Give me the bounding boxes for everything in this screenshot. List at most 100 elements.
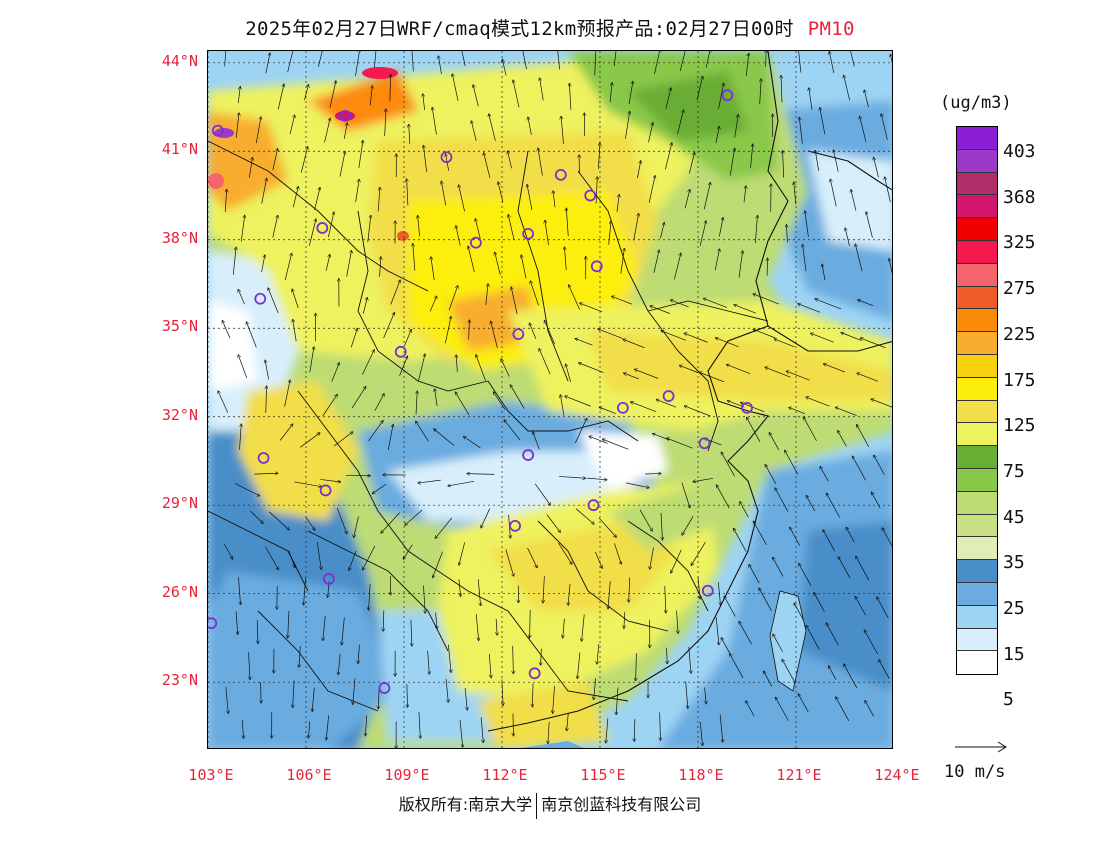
wind-arrow (249, 652, 250, 679)
wind-arrow (527, 184, 533, 211)
wind-arrow (362, 297, 367, 314)
wind-arrow (628, 81, 633, 105)
wind-arrow (293, 319, 297, 342)
wind-arrow (766, 51, 767, 67)
station-marker (721, 89, 734, 102)
colorbar-swatch (957, 309, 997, 333)
station-marker (211, 124, 224, 137)
wind-arrow (368, 420, 384, 442)
wind-arrow (871, 399, 892, 408)
wind-arrow (508, 151, 512, 169)
wind-arrow (838, 430, 847, 447)
wind-arrow (838, 557, 851, 579)
wind-arrow (316, 541, 321, 569)
colorbar-swatch (957, 582, 997, 606)
station-marker (528, 667, 541, 680)
station-marker (469, 236, 482, 249)
wind-arrow (606, 718, 609, 743)
wind-arrow (633, 213, 639, 241)
wind-arrow (857, 373, 878, 382)
colorbar-swatch (957, 127, 997, 150)
wind-arrow (855, 596, 866, 616)
lat-label: 26°N (161, 582, 198, 601)
wind-arrow (480, 717, 483, 742)
colorbar-swatch (957, 263, 997, 287)
wind-arrow (413, 243, 416, 271)
wind-arrow (749, 564, 760, 584)
wind-arrow (322, 394, 337, 417)
wind-arrow (650, 547, 654, 570)
wind-arrow (289, 115, 295, 135)
station-marker (378, 682, 391, 694)
wind-arrow (822, 264, 826, 281)
wind-arrow (362, 350, 374, 375)
colorbar-swatch (957, 377, 997, 401)
wind-arrow (798, 51, 802, 73)
wind-arrow (292, 186, 298, 208)
wind-arrow (272, 149, 278, 171)
wind-arrow (553, 685, 555, 714)
wind-arrow (705, 51, 710, 68)
wind-arrow (814, 592, 825, 612)
wind-arrow (292, 289, 299, 309)
wind-arrow (623, 373, 639, 380)
wind-arrow (538, 148, 543, 176)
wind-arrow (377, 187, 380, 212)
colorbar-swatch (957, 560, 997, 583)
wind-arrow (411, 51, 414, 72)
wind-arrow (458, 579, 461, 596)
wind-arrow (677, 610, 679, 633)
wind-arrow (740, 502, 749, 518)
wind-arrow (598, 329, 623, 339)
wind-arrow (433, 551, 443, 578)
wind-arrow (358, 644, 360, 664)
wind-arrow (265, 546, 278, 570)
colorbar-swatch (957, 400, 997, 424)
wind-arrow (242, 720, 243, 738)
wind-arrow (423, 585, 425, 613)
station-marker (554, 168, 567, 181)
wind-arrow (656, 399, 677, 408)
wind-arrow (354, 516, 359, 538)
wind-arrow (582, 614, 585, 641)
wind-arrow (475, 219, 481, 239)
station-marker (584, 189, 597, 202)
lon-label: 106°E (286, 766, 332, 784)
wind-arrow (799, 563, 812, 586)
wind-arrow (577, 652, 581, 678)
colorbar-swatch (957, 446, 997, 469)
wind-arrow (541, 648, 542, 666)
colorbar-label: 5 (1003, 689, 1014, 711)
lon-label: 112°E (482, 766, 528, 784)
wind-arrow (856, 556, 870, 581)
wind-arrow (885, 177, 891, 203)
station-marker (257, 452, 270, 464)
wind-arrow (608, 581, 611, 609)
wind-arrow (596, 177, 597, 204)
wind-arrow (755, 215, 757, 244)
wind-arrow (459, 542, 466, 565)
wind-arrow (699, 221, 706, 246)
wind-arrow (288, 550, 295, 568)
wind-arrow (815, 299, 842, 310)
wind-arrow (785, 450, 799, 475)
wind-arrow (639, 509, 652, 531)
wind-arrow (277, 84, 284, 110)
wind-arrow (673, 253, 681, 280)
wind-arrow (338, 653, 341, 675)
wind-arrow (374, 51, 377, 68)
wind-arrow (763, 671, 773, 687)
wind-arrow (459, 185, 465, 212)
wind-arrow (760, 79, 761, 105)
wind-arrow (844, 664, 858, 689)
wind-arrow (874, 157, 879, 178)
wind-arrow (468, 246, 475, 273)
wind-arrow (772, 557, 784, 577)
wind-arrow (383, 312, 395, 339)
wind-arrow (660, 712, 661, 740)
wind-arrow (828, 666, 837, 680)
wind-arrow (602, 439, 629, 450)
wind-arrow (374, 394, 384, 411)
wind-arrow (697, 576, 700, 599)
wind-arrow (660, 222, 664, 239)
